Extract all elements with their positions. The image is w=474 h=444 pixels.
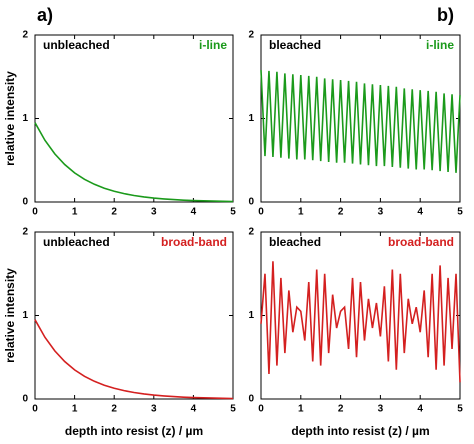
x-tick-label: 2 [338,207,344,218]
x-tick-label: 4 [417,404,423,415]
state-label: bleached [269,38,321,52]
state-label: unbleached [43,235,110,249]
x-tick-label: 3 [378,207,384,218]
x-tick-label: 2 [111,207,117,218]
x-tick-label: 0 [32,207,38,218]
y-tick-label: 1 [22,310,28,321]
y-tick-label: 0 [22,197,28,208]
source-label: i-line [426,38,454,52]
y-tick-label: 1 [22,113,28,124]
y-tick-label: 1 [248,310,254,321]
panel-label: a) [37,5,53,25]
x-axis-label: depth into resist (z) / µm [65,424,203,438]
x-tick-label: 3 [151,404,157,415]
x-tick-label: 0 [258,404,264,415]
x-tick-label: 2 [338,404,344,415]
x-tick-label: 4 [191,404,197,415]
source-label: i-line [199,38,227,52]
x-tick-label: 4 [417,207,423,218]
panel-label: b) [437,5,454,25]
y-tick-label: 0 [248,394,254,405]
plot-frame [34,34,234,203]
x-tick-label: 1 [72,207,78,218]
x-tick-label: 5 [230,207,236,218]
y-tick-label: 2 [248,227,254,238]
x-tick-label: 5 [457,404,463,415]
x-tick-label: 0 [258,207,264,218]
plot-frame [34,231,234,400]
x-axis-label: depth into resist (z) / µm [291,424,429,438]
x-tick-label: 2 [111,404,117,415]
y-tick-label: 0 [22,394,28,405]
x-tick-label: 1 [72,404,78,415]
y-tick-label: 2 [22,30,28,41]
data-line [34,319,234,400]
source-label: broad-band [388,235,454,249]
data-line [34,122,234,203]
state-label: unbleached [43,38,110,52]
x-tick-label: 1 [298,207,304,218]
y-tick-label: 2 [248,30,254,41]
state-label: bleached [269,235,321,249]
x-tick-label: 1 [298,404,304,415]
y-tick-label: 1 [248,113,254,124]
y-tick-label: 0 [248,197,254,208]
x-tick-label: 3 [378,404,384,415]
y-axis-label: relative intensity [3,268,17,363]
y-axis-label: relative intensity [3,71,17,166]
y-tick-label: 2 [22,227,28,238]
x-tick-label: 3 [151,207,157,218]
x-tick-label: 0 [32,404,38,415]
x-tick-label: 5 [457,207,463,218]
x-tick-label: 4 [191,207,197,218]
x-tick-label: 5 [230,404,236,415]
source-label: broad-band [161,235,227,249]
data-line [260,261,461,383]
data-line [260,70,461,173]
